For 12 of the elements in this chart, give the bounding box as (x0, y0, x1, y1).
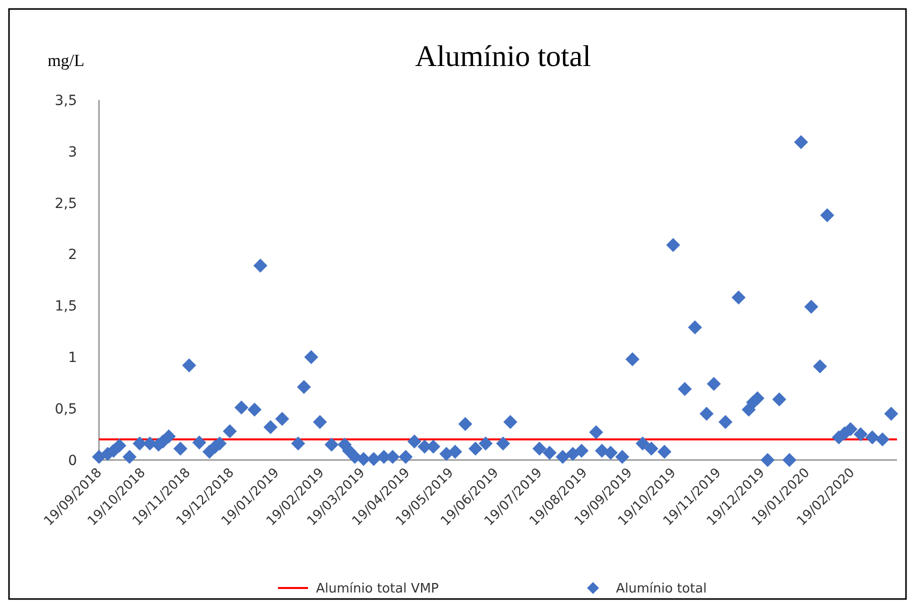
y-tick-label: 2 (68, 247, 77, 264)
legend-label: Alumínio total (616, 582, 707, 597)
legend-label: Alumínio total VMP (316, 582, 439, 597)
y-tick-label: 1 (68, 350, 77, 366)
y-tick-label: 3,5 (54, 92, 77, 109)
y-tick-label: 1,5 (54, 298, 77, 315)
y-tick-label: 3 (68, 144, 77, 160)
y-tick-label: 0 (68, 452, 77, 469)
y-tick-label: 2,5 (54, 196, 77, 212)
y-axis-title: mg/L (48, 51, 84, 70)
y-tick-label: 0,5 (54, 401, 77, 418)
chart-title: Alumínio total (415, 40, 591, 73)
